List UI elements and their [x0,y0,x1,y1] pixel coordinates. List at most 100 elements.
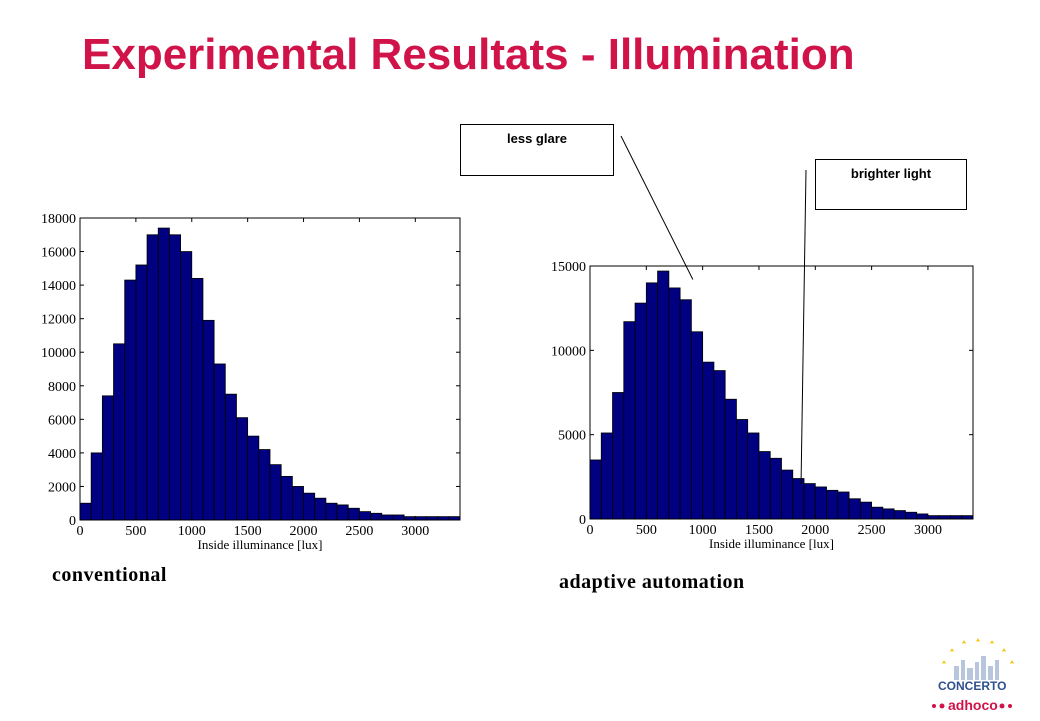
bar-0-300 [113,343,126,521]
leader-less-glare [620,135,694,280]
xtick-label-0-500: 500 [125,524,146,539]
ytick-label-0-0: 0 [69,514,76,529]
bar-1-500 [645,282,658,520]
xtick-label-1-500: 500 [636,523,657,538]
logo-bottom-text: adhoco [948,697,998,713]
bar-1-1500 [758,451,771,520]
bar-1-900 [690,331,704,520]
ytick-label-1-0: 0 [579,513,586,528]
slide-title: Experimental Resultats - Illumination [82,30,855,79]
callout-less-glare: less glare [460,124,614,176]
bar-0-3300 [448,516,461,521]
ytick-label-0-4000: 4000 [48,447,76,462]
xtick-label-1-2000: 2000 [801,523,829,538]
plot-frame-0 [79,217,461,521]
bar-0-1900 [291,486,304,521]
ytick-label-0-2000: 2000 [48,480,76,495]
bar-0-1800 [280,475,293,521]
star-ring-icon [942,638,1014,664]
xtick-label-1-1500: 1500 [745,523,773,538]
bar-0-2500 [359,511,371,521]
histogram-conventional: 0 500 1000 1500 2000 2500 3000 0 2000 4000 6000 800… [41,212,461,552]
logo-top-text: CONCERTO [938,679,1006,693]
bar-1-800 [679,299,692,520]
bar-0-500 [135,264,148,521]
xtick-label-0-0: 0 [77,524,84,539]
bar-1-2600 [882,508,895,520]
bar-0-1000 [191,277,204,521]
concerto-adhoco-logo: CONCERTO adhoco [920,636,1032,716]
bar-0-2000 [303,492,316,521]
bar-1-1000 [702,361,715,520]
bar-1-3000 [927,515,940,520]
bar-0-2100 [314,497,327,521]
xtick-label-0-1500: 1500 [234,524,262,539]
bar-1-2500 [871,506,884,520]
bar-1-2400 [859,501,873,520]
bar-0-1500 [247,435,260,521]
annotation-leaders [620,135,807,485]
bar-0-0 [79,502,92,521]
xtick-label-0-2000: 2000 [290,524,318,539]
ytick-label-0-8000: 8000 [48,380,76,395]
bar-0-800 [169,234,181,521]
ytick-label-0-6000: 6000 [48,413,76,428]
bar-1-600 [657,270,670,520]
ytick-label-1-15000: 15000 [551,260,586,275]
bar-0-100 [90,452,103,521]
bar-0-200 [101,395,114,521]
xtick-label-0-1000: 1000 [178,524,206,539]
bar-1-3300 [961,515,974,520]
ytick-label-0-10000: 10000 [41,346,76,361]
bar-1-2700 [893,510,906,520]
bar-0-2300 [336,504,349,521]
ytick-label-1-5000: 5000 [558,429,586,444]
xtick-label-1-2500: 2500 [858,523,886,538]
bar-1-2200 [837,491,850,520]
bar-1-200 [612,392,625,520]
bar-1-2000 [814,486,827,520]
bar-1-1800 [792,478,805,520]
caption-conventional: conventional [52,564,167,586]
bar-0-2200 [325,502,338,521]
bar-0-1300 [224,393,237,521]
bar-1-1600 [769,457,782,520]
bar-1-1900 [803,483,816,520]
plot-frame-1 [589,265,974,520]
bar-1-700 [668,287,681,520]
bar-1-2800 [905,511,918,520]
bar-0-3200 [437,516,450,521]
ytick-label-0-12000: 12000 [41,313,76,328]
bar-1-1700 [781,469,794,520]
bar-0-600 [146,234,159,521]
bar-1-1400 [747,432,760,520]
ytick-label-0-16000: 16000 [41,246,76,261]
bar-0-1200 [213,363,226,521]
bar-1-2100 [826,489,839,520]
bar-0-700 [157,227,170,521]
ytick-label-0-14000: 14000 [41,279,76,294]
bar-0-1600 [258,449,271,521]
callout-brighter-light: brighter light [815,159,967,210]
bar-0-2900 [403,516,416,521]
bar-0-1100 [202,319,215,521]
bar-1-1200 [724,398,737,520]
bar-0-2700 [381,514,394,521]
bar-0-2600 [370,512,383,521]
bar-0-1400 [236,417,249,521]
bar-0-3100 [426,516,439,521]
bar-0-400 [124,279,137,521]
bar-1-1300 [736,419,749,520]
leader-brighter-light [800,169,807,485]
bar-1-1100 [713,370,726,520]
xtick-label-0-3000: 3000 [401,524,429,539]
bar-1-2300 [848,498,861,520]
city-skyline-icon [954,656,999,680]
ytick-label-0-18000: 18000 [41,212,76,227]
bar-0-1700 [269,464,282,521]
x-axis-label-0: Inside illuminance [lux] [198,537,323,552]
ytick-label-1-10000: 10000 [551,344,586,359]
bar-1-100 [600,432,613,520]
xtick-label-1-1000: 1000 [689,523,717,538]
